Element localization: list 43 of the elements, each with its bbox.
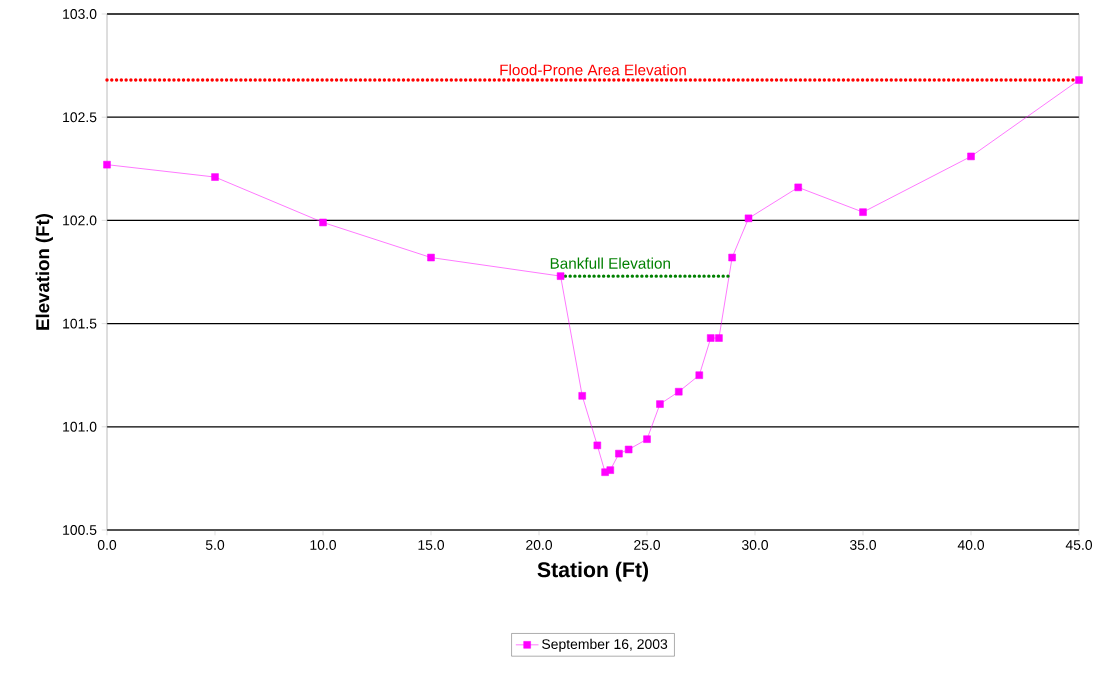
x-tick-label: 0.0: [97, 540, 117, 550]
point: [211, 173, 219, 181]
legend-label: September 16, 2003: [542, 638, 668, 652]
point: [624, 445, 633, 454]
point: [578, 392, 586, 400]
point: [1075, 76, 1083, 84]
point: [695, 371, 703, 379]
y-tick-label: 100.5: [63, 525, 97, 535]
point: [656, 400, 664, 408]
x-tick-label: 25.0: [634, 540, 661, 550]
y-tick-label: 101.0: [63, 421, 97, 432]
y-tick-label: 102.0: [63, 215, 97, 226]
x-tick-label: 15.0: [418, 540, 445, 550]
point: [615, 449, 623, 458]
point: [643, 435, 651, 443]
y-tick-label: 102.5: [63, 112, 97, 123]
point: [967, 152, 975, 161]
point: [319, 218, 327, 227]
x-tick-label: 5.0: [205, 540, 225, 550]
ref-line-label: Flood-Prone Area Elevation: [500, 64, 686, 76]
x-tick-label: 45.0: [1065, 540, 1093, 550]
point: [794, 183, 802, 192]
y-axis-title: Elevation (Ft): [35, 214, 53, 330]
y-tick-label: 103.0: [63, 9, 97, 19]
point: [707, 334, 715, 342]
annotation: Bankfull Elevation: [550, 257, 670, 269]
point: [675, 387, 683, 396]
x-tick-label: 20.0: [526, 540, 553, 550]
x-axis-title: Station (Ft): [537, 561, 649, 582]
point: [606, 466, 615, 474]
y-tick-label: 101.5: [63, 318, 97, 329]
x-tick-label: 35.0: [849, 540, 877, 550]
point: [715, 334, 723, 342]
point: [728, 253, 736, 262]
point: [859, 208, 867, 216]
x-tick-label: 30.0: [741, 540, 769, 550]
x-tick-label: 10.0: [310, 540, 337, 550]
point: [427, 253, 435, 262]
point: [103, 160, 111, 169]
x-tick-label: 40.0: [957, 540, 985, 550]
point: [744, 214, 753, 223]
point: [593, 441, 602, 450]
point: [556, 272, 565, 280]
